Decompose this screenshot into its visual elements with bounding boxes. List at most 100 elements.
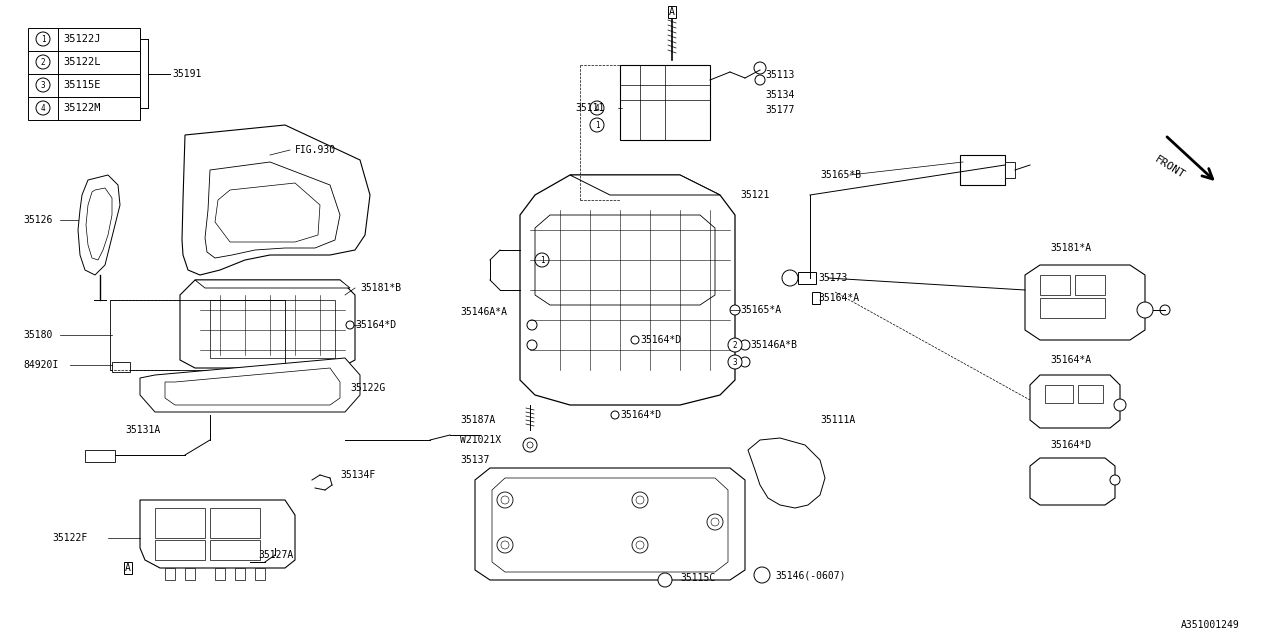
- Polygon shape: [210, 300, 335, 358]
- Polygon shape: [570, 175, 721, 195]
- Polygon shape: [180, 280, 355, 368]
- Circle shape: [658, 573, 672, 587]
- Circle shape: [631, 336, 639, 344]
- Circle shape: [346, 321, 355, 329]
- Text: 35177: 35177: [765, 105, 795, 115]
- Circle shape: [500, 496, 509, 504]
- Text: 84920I: 84920I: [23, 360, 59, 370]
- Bar: [797, 272, 817, 284]
- Polygon shape: [140, 358, 360, 412]
- Bar: [620, 65, 710, 140]
- Circle shape: [632, 492, 648, 508]
- Text: 35126: 35126: [23, 215, 52, 225]
- Circle shape: [632, 537, 648, 553]
- Text: 35111: 35111: [575, 103, 604, 113]
- Text: 35146A*A: 35146A*A: [460, 307, 507, 317]
- Polygon shape: [475, 468, 745, 580]
- Circle shape: [36, 78, 50, 92]
- Circle shape: [1114, 399, 1126, 411]
- Bar: [28, 74, 140, 97]
- Text: 35165*A: 35165*A: [740, 305, 781, 315]
- Text: 35173: 35173: [818, 273, 847, 283]
- Text: 1: 1: [540, 255, 544, 264]
- Text: 35164*D: 35164*D: [640, 335, 681, 345]
- Text: 4: 4: [41, 104, 45, 113]
- Polygon shape: [1030, 375, 1120, 428]
- Bar: [255, 568, 265, 580]
- Text: 35146(-0607): 35146(-0607): [774, 570, 846, 580]
- Text: 35134: 35134: [765, 90, 795, 100]
- Bar: [1039, 298, 1105, 318]
- Text: 35137: 35137: [460, 455, 489, 465]
- Bar: [28, 51, 140, 74]
- Bar: [110, 300, 285, 370]
- Polygon shape: [215, 183, 320, 242]
- Polygon shape: [535, 215, 716, 305]
- Text: 35164*D: 35164*D: [1050, 440, 1091, 450]
- Text: 35122L: 35122L: [63, 57, 101, 67]
- Text: A: A: [669, 7, 675, 17]
- Bar: [1005, 162, 1015, 178]
- Bar: [210, 508, 260, 538]
- Bar: [155, 540, 205, 560]
- Circle shape: [36, 101, 50, 115]
- Bar: [960, 155, 1005, 185]
- Text: 35165*B: 35165*B: [820, 170, 861, 180]
- Text: 35164*D: 35164*D: [620, 410, 662, 420]
- Text: 35115E: 35115E: [63, 80, 101, 90]
- Circle shape: [497, 492, 513, 508]
- Polygon shape: [492, 478, 728, 572]
- Circle shape: [36, 55, 50, 69]
- Text: 1: 1: [41, 35, 45, 44]
- Text: 35127A: 35127A: [259, 550, 293, 560]
- Polygon shape: [195, 280, 349, 288]
- Circle shape: [710, 518, 719, 526]
- Circle shape: [497, 537, 513, 553]
- Text: 3: 3: [41, 81, 45, 90]
- Text: 35122J: 35122J: [63, 34, 101, 44]
- Circle shape: [740, 357, 750, 367]
- Circle shape: [527, 320, 538, 330]
- Text: 35191: 35191: [172, 68, 201, 79]
- Circle shape: [707, 514, 723, 530]
- Bar: [165, 568, 175, 580]
- Circle shape: [590, 101, 604, 115]
- Text: W21021X: W21021X: [460, 435, 502, 445]
- Text: 1: 1: [595, 120, 599, 129]
- Polygon shape: [1030, 458, 1115, 505]
- Circle shape: [524, 438, 538, 452]
- Polygon shape: [86, 188, 113, 260]
- Text: A351001249: A351001249: [1181, 620, 1240, 630]
- Circle shape: [755, 75, 765, 85]
- Circle shape: [1110, 475, 1120, 485]
- Polygon shape: [140, 500, 294, 568]
- Text: 35113: 35113: [765, 70, 795, 80]
- Polygon shape: [1025, 265, 1146, 340]
- Text: 3: 3: [732, 358, 737, 367]
- Text: 35131A: 35131A: [125, 425, 160, 435]
- Circle shape: [535, 253, 549, 267]
- Circle shape: [754, 62, 765, 74]
- Text: 35122G: 35122G: [349, 383, 385, 393]
- Text: 35146A*B: 35146A*B: [750, 340, 797, 350]
- Text: 35164*D: 35164*D: [355, 320, 396, 330]
- Bar: [28, 97, 140, 120]
- Text: 2: 2: [732, 340, 737, 349]
- Text: 35122M: 35122M: [63, 103, 101, 113]
- Text: 35121: 35121: [740, 190, 769, 200]
- Circle shape: [500, 541, 509, 549]
- Circle shape: [636, 541, 644, 549]
- Polygon shape: [205, 162, 340, 258]
- Bar: [236, 568, 244, 580]
- Bar: [1075, 275, 1105, 295]
- Polygon shape: [78, 175, 120, 275]
- Circle shape: [728, 355, 742, 369]
- Text: 35164*A: 35164*A: [818, 293, 859, 303]
- Bar: [84, 450, 115, 462]
- Text: 35187A: 35187A: [460, 415, 495, 425]
- Circle shape: [1137, 302, 1153, 318]
- Circle shape: [728, 338, 742, 352]
- Circle shape: [636, 496, 644, 504]
- Bar: [113, 362, 131, 372]
- Bar: [186, 568, 195, 580]
